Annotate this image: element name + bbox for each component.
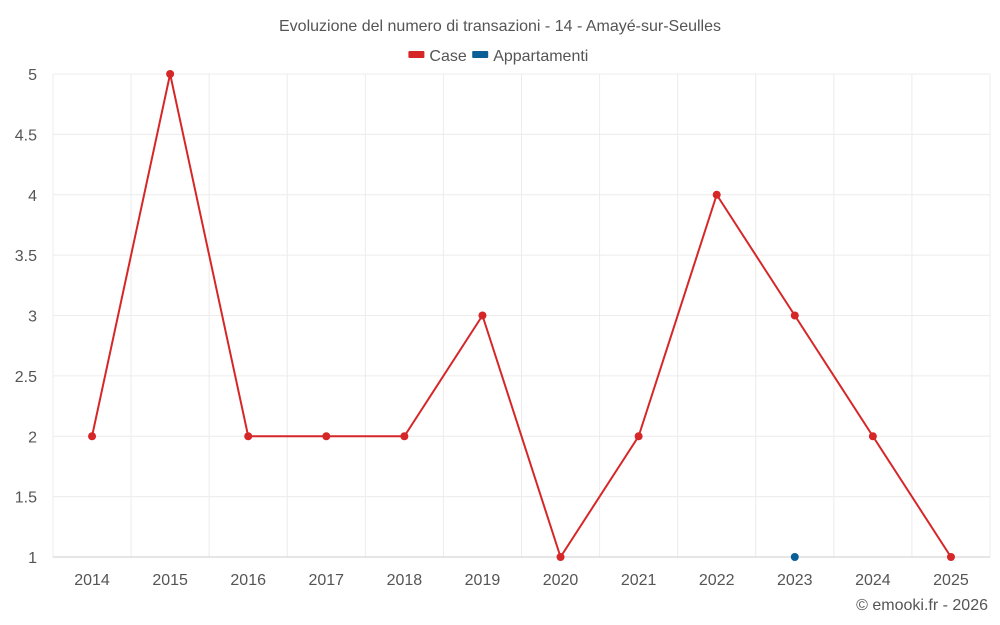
y-tick-label: 5	[28, 67, 37, 84]
x-tick-label: 2015	[152, 572, 188, 589]
x-tick-label: 2018	[387, 572, 423, 589]
series-group	[88, 70, 955, 561]
series-point-0	[946, 553, 955, 561]
legend-swatch	[408, 51, 425, 58]
x-tick-label: 2023	[777, 572, 813, 589]
series-point-0	[400, 432, 409, 441]
chart-title: Evoluzione del numero di transazioni - 1…	[279, 18, 721, 35]
series-point-0	[478, 311, 487, 320]
y-tick-label: 3	[28, 309, 37, 326]
y-tick-label: 1.5	[15, 490, 37, 507]
x-axis-ticks: 2014 2015 2016 2017 2018 2019 2020 2021 2022 2023…	[74, 572, 969, 589]
series-point-0	[712, 190, 721, 199]
y-axis-ticks: 1 1.5 2 2.5 3 3.5 4 4.5 5	[15, 67, 37, 567]
series-point-0	[790, 311, 799, 320]
series-point-1	[790, 553, 799, 561]
x-tick-label: 2024	[855, 572, 891, 589]
x-tick-label: 2022	[699, 572, 735, 589]
series-line-0	[91, 73, 952, 558]
x-tick-label: 2014	[74, 572, 110, 589]
y-tick-label: 1	[28, 550, 37, 567]
y-tick-label: 2	[28, 429, 37, 446]
series-point-0	[868, 432, 877, 441]
series-point-0	[634, 432, 643, 441]
series-point-0	[322, 432, 331, 441]
legend: Case Appartamenti	[408, 48, 588, 65]
series-point-0	[88, 432, 97, 441]
x-tick-label: 2016	[230, 572, 266, 589]
x-tick-label: 2025	[933, 572, 969, 589]
series-point-0	[556, 553, 565, 561]
legend-label: Appartamenti	[493, 48, 588, 65]
y-tick-label: 3.5	[15, 248, 37, 265]
x-tick-label: 2020	[543, 572, 579, 589]
series-point-0	[244, 432, 253, 441]
x-tick-label: 2017	[308, 572, 344, 589]
y-tick-label: 4.5	[15, 127, 37, 144]
x-tick-label: 2021	[621, 572, 657, 589]
x-tick-label: 2019	[465, 572, 501, 589]
legend-label: Case	[429, 48, 466, 65]
y-tick-label: 4	[28, 188, 37, 205]
y-tick-label: 2.5	[15, 369, 37, 386]
credit-text: © emooki.fr - 2026	[856, 597, 988, 614]
legend-swatch	[472, 51, 489, 58]
series-point-0	[166, 70, 175, 78]
